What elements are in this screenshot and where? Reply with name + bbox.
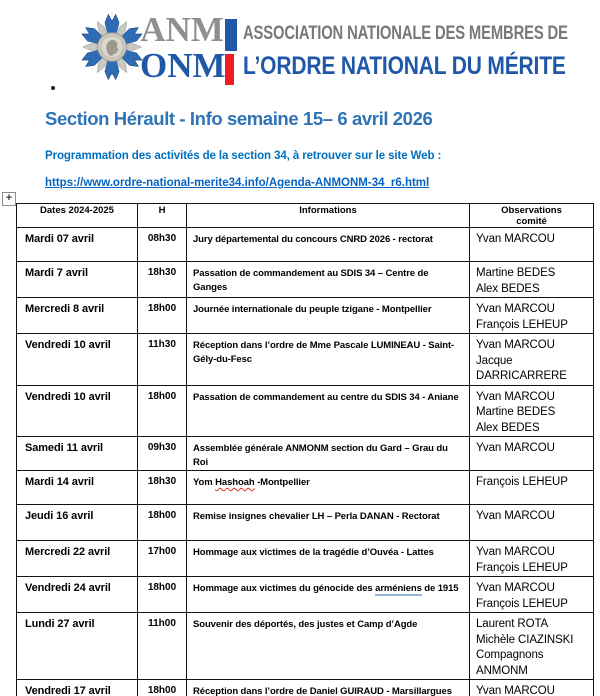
event-obs-cell: Martine BEDES Alex BEDES: [469, 261, 594, 298]
table-row: Mercredi 22 avril 17h00 Hommage aux vict…: [16, 540, 594, 577]
event-date-cell: Vendredi 10 avril: [16, 384, 138, 437]
event-date-cell: Lundi 27 avril: [16, 612, 138, 680]
event-obs-cell: Yvan MARCOU François LEHEUP: [469, 576, 594, 613]
grammar-marked-word: arméniens: [375, 583, 422, 596]
event-info-cell: Journée internationale du peuple tzigane…: [186, 297, 470, 334]
event-obs-cell: Yvan MARCOU Jacque DARRICARRERE: [469, 333, 594, 386]
col-header-informations: Informations: [186, 203, 470, 228]
event-date-cell: Vendredi 10 avril: [16, 333, 138, 386]
table-move-handle[interactable]: +: [2, 192, 16, 206]
event-date-cell: Samedi 11 avril: [16, 436, 138, 471]
event-time-cell: 18h00: [137, 679, 187, 696]
move-cross-icon: +: [5, 192, 13, 204]
table-row: Lundi 27 avril 11h00 Souvenir des déport…: [16, 612, 594, 680]
col-header-hour: H: [137, 203, 187, 228]
event-time-cell: 11h30: [137, 333, 187, 386]
event-info-cell: Hommage aux victimes du génocide des arm…: [186, 576, 470, 613]
event-date-cell: Vendredi 17 avril: [16, 679, 138, 696]
event-date-cell: Vendredi 24 avril: [16, 576, 138, 613]
page-title: Section Hérault - Info semaine 15– 6 avr…: [45, 108, 433, 129]
event-obs-cell: Yvan MARCOU: [469, 227, 594, 262]
agenda-link[interactable]: https://www.ordre-national-merite34.info…: [45, 177, 430, 189]
table-row: Mardi 07 avril 08h30 Jury départemental …: [16, 227, 594, 262]
event-date-cell: Jeudi 16 avril: [16, 504, 138, 541]
event-time-cell: 11h00: [137, 612, 187, 680]
logo-line1: ASSOCIATION NATIONALE DES MEMBRES DE: [243, 23, 568, 44]
event-obs-cell: François LEHEUP: [469, 470, 594, 505]
logo-red-bar: [225, 54, 234, 85]
event-info-cell: Yom Hashoah -Montpellier: [186, 470, 470, 505]
logo-line2: L’ORDRE NATIONAL DU MÉRITE: [243, 52, 566, 80]
table-row: Jeudi 16 avril 18h00 Remise insignes che…: [16, 504, 594, 541]
event-time-cell: 18h00: [137, 504, 187, 541]
logo-anm-text: ANM: [140, 10, 224, 49]
onm-medal-icon: [81, 13, 143, 81]
header-row: Dates 2024-2025 H Informations Observati…: [16, 203, 594, 228]
event-info-cell: Remise insignes chevalier LH – Perla DAN…: [186, 504, 470, 541]
event-date-cell: Mardi 14 avril: [16, 470, 138, 505]
event-obs-cell: Yvan MARCOU: [469, 436, 594, 471]
table-row: Vendredi 17 avril 18h00 Réception dans l…: [16, 679, 594, 696]
event-obs-cell: Yvan MARCOU François LEHEUP: [469, 679, 594, 696]
table-row: Mercredi 8 avril 18h00 Journée internati…: [16, 297, 594, 334]
event-info-cell: Hommage aux victimes de la tragédie d’Ou…: [186, 540, 470, 577]
logo-blue-bar: [225, 19, 237, 51]
subtitle: Programmation des activités de la sectio…: [45, 150, 442, 162]
event-obs-cell: Laurent ROTA Michèle CIAZINSKI Compagnon…: [469, 612, 594, 680]
event-date-cell: Mardi 7 avril: [16, 261, 138, 298]
table-row: Mardi 7 avril 18h30 Passation de command…: [16, 261, 594, 298]
event-time-cell: 18h30: [137, 261, 187, 298]
table-row: Vendredi 10 avril 18h00 Passation de com…: [16, 384, 594, 437]
bullet-dot: [51, 86, 55, 90]
event-info-cell: Assemblée générale ANMONM section du Gar…: [186, 436, 470, 471]
event-obs-cell: Yvan MARCOU Martine BEDES Alex BEDES: [469, 384, 594, 437]
logo-onm-text: ONM: [140, 46, 226, 85]
event-info-cell: Passation de commandement au SDIS 34 – C…: [186, 261, 470, 298]
col-header-dates: Dates 2024-2025: [16, 203, 138, 228]
event-obs-cell: Yvan MARCOU François LEHEUP: [469, 540, 594, 577]
event-date-cell: Mercredi 22 avril: [16, 540, 138, 577]
event-time-cell: 09h30: [137, 436, 187, 471]
event-time-cell: 18h30: [137, 470, 187, 505]
event-time-cell: 18h00: [137, 576, 187, 613]
event-date-cell: Mercredi 8 avril: [16, 297, 138, 334]
event-obs-cell: Yvan MARCOU François LEHEUP: [469, 297, 594, 334]
event-date-cell: Mardi 07 avril: [16, 227, 138, 262]
event-info-cell: Souvenir des déportés, des justes et Cam…: [186, 612, 470, 680]
event-time-cell: 18h00: [137, 297, 187, 334]
table-row: Vendredi 10 avril 11h30 Réception dans l…: [16, 333, 594, 386]
table-row: Vendredi 24 avril 18h00 Hommage aux vict…: [16, 576, 594, 613]
col-header-observations: Observations comité: [469, 203, 594, 228]
event-time-cell: 17h00: [137, 540, 187, 577]
event-info-cell: Réception dans l’ordre de Mme Pascale LU…: [186, 333, 470, 386]
event-time-cell: 08h30: [137, 227, 187, 262]
event-time-cell: 18h00: [137, 384, 187, 437]
event-info-cell: Réception dans l’ordre de Daniel GUIRAUD…: [186, 679, 470, 696]
spellcheck-marked-word: Hashoah: [215, 477, 255, 488]
event-info-cell: Passation de commandement au centre du S…: [186, 384, 470, 437]
schedule-table: Dates 2024-2025 H Informations Observati…: [16, 203, 594, 696]
table-row: Mardi 14 avril 18h30 Yom Hashoah -Montpe…: [16, 470, 594, 505]
event-info-cell: Jury départemental du concours CNRD 2026…: [186, 227, 470, 262]
table-row: Samedi 11 avril 09h30 Assemblée générale…: [16, 436, 594, 471]
event-obs-cell: Yvan MARCOU: [469, 504, 594, 541]
